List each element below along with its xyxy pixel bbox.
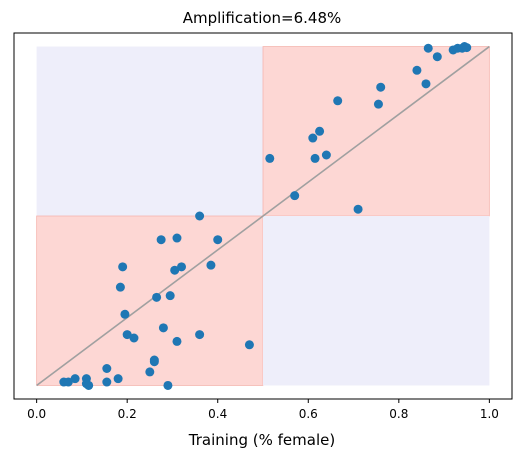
- x-tick-label-3: 0.6: [299, 407, 318, 421]
- data-point-23: [172, 336, 182, 346]
- data-point-1: [63, 377, 73, 387]
- data-point-9: [115, 282, 125, 292]
- reduced-region-0: [36, 46, 263, 216]
- data-point-44: [432, 52, 442, 62]
- data-point-18: [156, 235, 166, 245]
- data-point-24: [172, 233, 182, 243]
- data-point-25: [177, 262, 187, 272]
- plot-area: 0.0 0.2 0.4 0.6 0.8 1.0: [13, 32, 513, 421]
- x-axis-label: Training (% female): [188, 431, 335, 449]
- data-point-22: [170, 265, 180, 275]
- data-point-10: [118, 262, 128, 272]
- data-point-14: [145, 367, 155, 377]
- data-point-43: [423, 43, 433, 53]
- data-point-33: [308, 133, 318, 143]
- data-point-27: [195, 211, 205, 221]
- diagonal-reference-line: [36, 45, 490, 387]
- data-point-11: [120, 309, 130, 319]
- data-point-5: [84, 380, 94, 390]
- x-tick-label-5: 1.0: [480, 407, 499, 421]
- data-point-21: [165, 291, 175, 301]
- data-point-28: [206, 260, 216, 270]
- data-point-17: [152, 292, 162, 302]
- data-point-8: [113, 374, 123, 384]
- data-point-2: [70, 374, 80, 384]
- data-point-26: [195, 330, 205, 340]
- x-tick-label-0: 0.0: [27, 407, 46, 421]
- data-point-32: [290, 191, 300, 201]
- data-point-34: [310, 153, 320, 163]
- data-point-41: [412, 65, 422, 75]
- data-point-38: [353, 204, 363, 214]
- data-point-42: [421, 79, 431, 89]
- data-point-36: [321, 150, 331, 160]
- data-point-16: [149, 355, 159, 365]
- data-point-13: [129, 333, 139, 343]
- data-point-31: [265, 153, 275, 163]
- data-point-37: [333, 96, 343, 106]
- data-point-30: [244, 340, 254, 350]
- x-tick-label-2: 0.4: [208, 407, 227, 421]
- data-point-20: [163, 380, 173, 390]
- data-point-35: [315, 126, 325, 136]
- data-point-40: [376, 82, 386, 92]
- data-point-49: [462, 43, 472, 53]
- data-point-7: [102, 364, 112, 373]
- data-point-39: [373, 99, 383, 109]
- chart-title: Amplification=6.48%: [183, 9, 342, 27]
- x-tick-label-4: 0.8: [389, 407, 408, 421]
- data-point-12: [122, 330, 132, 340]
- x-tick-label-1: 0.2: [118, 407, 137, 421]
- data-point-19: [158, 323, 168, 333]
- data-point-29: [213, 235, 223, 245]
- axes-frame: [13, 32, 513, 400]
- reduced-region-3: [263, 216, 490, 386]
- data-point-6: [102, 377, 112, 387]
